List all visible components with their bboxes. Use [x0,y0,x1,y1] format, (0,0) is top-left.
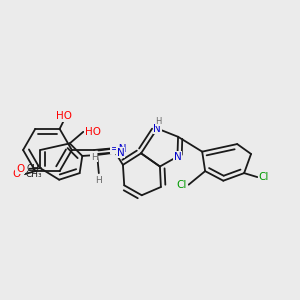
Text: N: N [173,152,181,162]
Text: N: N [153,124,161,134]
Text: =N: =N [110,143,127,154]
Text: H: H [95,176,102,185]
Text: N: N [117,148,124,158]
Text: HO: HO [56,111,72,122]
Text: O: O [12,169,20,179]
Text: H: H [156,117,162,126]
Text: O: O [16,164,24,174]
Text: CH₃: CH₃ [26,164,43,173]
Text: H: H [91,153,98,162]
Text: CH₃: CH₃ [26,169,42,178]
Text: Cl: Cl [177,180,187,190]
Text: HO: HO [85,127,101,137]
Text: Cl: Cl [259,172,269,182]
